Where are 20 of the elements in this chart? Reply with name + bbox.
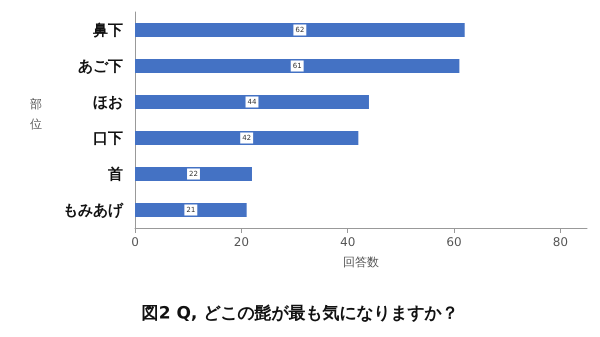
bar: [135, 167, 252, 181]
y-tick-label: 首: [107, 165, 123, 183]
y-tick-label: ほお: [93, 93, 123, 111]
x-tick-label: 60: [446, 235, 462, 249]
bar: [135, 95, 369, 109]
x-tick-label: 40: [340, 235, 356, 249]
text: 図2 Q, どこの髭が最も気になりますか？: [142, 304, 458, 324]
y-tick-label: 鼻下: [92, 21, 123, 39]
bar: [135, 23, 465, 37]
bar: [135, 59, 460, 73]
y-tick-label: もみあげ: [63, 201, 124, 219]
x-tick-label: 20: [234, 235, 249, 249]
y-tick-label: あご下: [78, 57, 123, 75]
x-tick-label: 0: [131, 235, 139, 249]
x-axis-title: 回答数: [343, 255, 379, 269]
y-axis-title: 部位: [30, 97, 42, 131]
bar: [135, 131, 358, 145]
y-tick-label: 口下: [93, 129, 123, 147]
x-tick-label: 80: [552, 235, 568, 249]
bar: [135, 203, 247, 217]
